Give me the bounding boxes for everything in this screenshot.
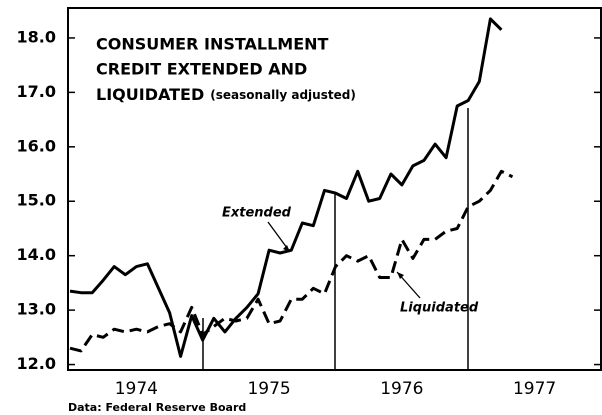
y-tick-label: 18.0	[17, 27, 56, 46]
chart-title: CREDIT EXTENDED AND	[96, 60, 307, 79]
y-tick-label: 16.0	[17, 136, 56, 155]
chart-title: CONSUMER INSTALLMENT	[96, 35, 329, 54]
annotation: Liquidated	[400, 301, 479, 316]
y-tick-label: 12.0	[17, 354, 56, 373]
x-tick-label: 1977	[513, 379, 556, 399]
source-note: Data: Federal Reserve Board	[68, 401, 246, 414]
chart-subtitle: (seasonally adjusted)	[210, 88, 356, 102]
x-tick-label: 1975	[247, 379, 290, 399]
annotation: Extended	[222, 206, 292, 221]
chart-title-line: LIQUIDATED (seasonally adjusted)	[96, 85, 356, 104]
chart-title: LIQUIDATED	[96, 85, 204, 104]
y-tick-label: 13.0	[17, 300, 56, 319]
x-tick-label: 1974	[115, 379, 158, 399]
y-tick-label: 17.0	[17, 82, 56, 101]
series-line	[69, 17, 503, 358]
annotation-arrowhead	[397, 272, 404, 279]
series-line	[69, 169, 514, 353]
x-tick-label: 1976	[380, 379, 423, 399]
y-tick-label: 14.0	[17, 245, 56, 264]
y-tick-label: 15.0	[17, 191, 56, 210]
